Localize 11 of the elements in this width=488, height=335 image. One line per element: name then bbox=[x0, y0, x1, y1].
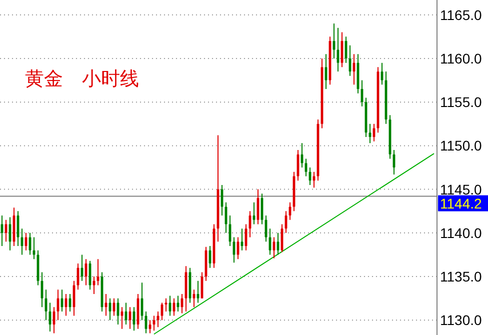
y-tick-label: 1145.0 bbox=[440, 181, 482, 198]
y-tick-label: 1135.0 bbox=[440, 268, 482, 285]
y-tick-label: 1140.0 bbox=[440, 224, 482, 241]
y-tick-label: 1150.0 bbox=[440, 138, 482, 154]
y-tick-label: 1155.0 bbox=[440, 94, 482, 110]
y-tick-label: 1130.0 bbox=[440, 312, 482, 328]
ref-line-label: 1144.2 bbox=[440, 195, 482, 212]
text: 黄金 小时线 bbox=[25, 69, 139, 90]
y-tick-label: 1165.0 bbox=[440, 6, 482, 23]
y-tick-label: 1160.0 bbox=[440, 50, 482, 66]
candlestick bbox=[164, 298, 168, 312]
